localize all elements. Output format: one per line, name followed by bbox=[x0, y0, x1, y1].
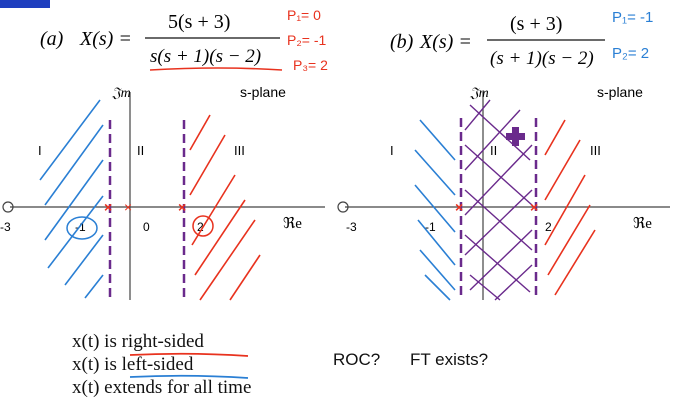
part-b-label: (b) bbox=[390, 31, 414, 53]
part-b-region-3: III bbox=[590, 143, 601, 158]
part-a-pole-2: P₂= -1 bbox=[287, 32, 327, 48]
part-b-region-1: I bbox=[390, 143, 394, 158]
part-b-pole-marker-2: × bbox=[530, 199, 538, 215]
part-a-lhs: X(s) = bbox=[79, 28, 132, 50]
part-b-s-plane: 𝔍m s-plane ℜe I II III -3 -1 2 × × bbox=[337, 84, 670, 301]
part-a-circle-2 bbox=[192, 215, 214, 237]
part-a-pole-marker-2: × bbox=[178, 199, 186, 215]
question-ft-exists: FT exists? bbox=[410, 350, 489, 369]
slide-corner-tab bbox=[0, 0, 50, 8]
part-b-pole-2: P₂= 2 bbox=[612, 45, 649, 62]
part-b-region-2: II bbox=[490, 143, 497, 158]
part-b-pole-1: P₁= -1 bbox=[612, 9, 653, 26]
part-b-plus-mark bbox=[506, 127, 525, 146]
part-a-region-3: III bbox=[234, 143, 245, 158]
part-b-hatch-middle bbox=[464, 99, 533, 301]
part-a-pole-marker-neg1: × bbox=[104, 199, 112, 215]
part-a-region-1: I bbox=[38, 143, 42, 158]
statement-all-time: x(t) extends for all time bbox=[72, 377, 252, 398]
part-b-axis-origin-marker bbox=[337, 201, 349, 213]
part-a-im-label: 𝔍m bbox=[111, 86, 131, 101]
part-a-axis-origin-marker bbox=[2, 201, 14, 213]
part-a-tick-2: 2 bbox=[197, 220, 204, 234]
right-sided-underline bbox=[129, 352, 249, 357]
part-a-re-label: ℜe bbox=[283, 216, 302, 232]
part-b-tick-neg3: -3 bbox=[346, 220, 357, 234]
part-b-lhs: X(s) = bbox=[419, 31, 472, 53]
part-a-hatch-right bbox=[189, 114, 261, 301]
part-b-numerator: (s + 3) bbox=[510, 13, 562, 35]
statement-left-sided: x(t) is left-sided bbox=[72, 354, 194, 375]
part-a-s-plane: 𝔍m s-plane ℜe I II III -3 -1 0 2 × × × bbox=[0, 84, 325, 301]
part-b-im-label: 𝔍m bbox=[469, 86, 489, 101]
part-a-denominator: s(s + 1)(s − 2) bbox=[150, 46, 261, 67]
part-a-hatch-left bbox=[39, 99, 104, 299]
part-b-hatch-right bbox=[544, 119, 596, 296]
part-b-hatch-left bbox=[414, 119, 456, 301]
part-a-denominator-underline bbox=[149, 67, 283, 71]
part-a-plane-label: s-plane bbox=[240, 84, 286, 100]
part-a-pole-3: P₃= 2 bbox=[293, 57, 328, 73]
part-a-tick-neg1: -1 bbox=[75, 220, 86, 234]
part-b-pole-marker-neg1: × bbox=[455, 199, 463, 215]
part-b-tick-neg1: -1 bbox=[425, 220, 436, 234]
part-b-plane-label: s-plane bbox=[597, 84, 643, 100]
part-b-tick-2: 2 bbox=[545, 220, 552, 234]
part-b-denominator: (s + 1)(s − 2) bbox=[490, 48, 594, 69]
statement-right-sided: x(t) is right-sided bbox=[72, 331, 204, 352]
part-a-tick-0: 0 bbox=[143, 220, 150, 234]
part-a-region-2: II bbox=[137, 143, 144, 158]
part-a-numerator: 5(s + 3) bbox=[168, 11, 230, 33]
part-b-re-label: ℜe bbox=[633, 216, 652, 232]
part-a-label: (a) bbox=[40, 28, 64, 50]
part-a-pole-marker-0: × bbox=[124, 199, 132, 215]
part-a-circle-neg1 bbox=[66, 216, 98, 240]
part-a-pole-1: P₁= 0 bbox=[287, 7, 321, 23]
part-a-tick-neg3: -3 bbox=[0, 220, 11, 234]
left-sided-underline bbox=[129, 374, 249, 379]
question-roc: ROC? bbox=[333, 350, 381, 369]
